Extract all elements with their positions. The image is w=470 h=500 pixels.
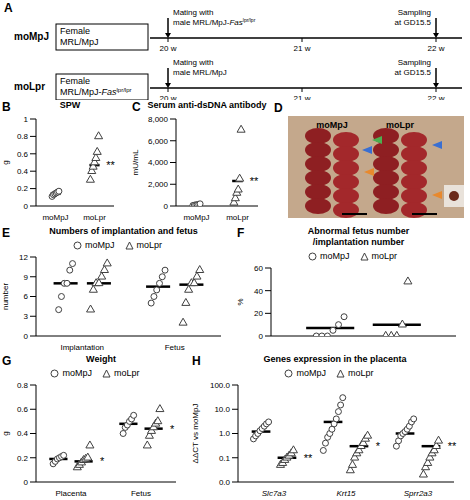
svg-text:MRL/MpJ-Faslpr/lpr: MRL/MpJ-Faslpr/lpr (60, 87, 132, 97)
svg-text:moMpJ: moMpJ (316, 120, 348, 130)
svg-text:Placenta: Placenta (55, 489, 87, 498)
html-text:Abnormal fetus number: Abnormal fetus number (307, 226, 410, 236)
svg-text:Mating with: Mating with (173, 58, 213, 67)
svg-text:9: 9 (24, 273, 29, 282)
svg-text:number: number (8, 283, 10, 310)
svg-text:0: 0 (164, 202, 169, 211)
html-text:H: H (192, 354, 201, 368)
svg-text:Female: Female (60, 26, 90, 36)
svg-text:male MRL/MpJ-Faslpr/lpr: male MRL/MpJ-Faslpr/lpr (173, 17, 256, 27)
svg-text:*: * (170, 423, 175, 435)
html-text:moMpJ: moMpJ (85, 240, 115, 250)
svg-text:0.4: 0.4 (17, 429, 29, 438)
svg-text:8,000: 8,000 (148, 115, 169, 124)
svg-text:D: D (274, 101, 283, 115)
svg-text:Implantation: Implantation (60, 343, 104, 352)
svg-text:at GD15.5: at GD15.5 (395, 68, 432, 77)
svg-text:Krt15: Krt15 (336, 489, 356, 498)
svg-text:**: ** (250, 175, 259, 187)
svg-text:0.0: 0.0 (219, 478, 231, 487)
svg-text:*: * (376, 440, 381, 452)
html-text:F: F (237, 226, 245, 240)
svg-text:moMpJ: moMpJ (14, 31, 49, 42)
svg-text:0: 0 (24, 478, 29, 487)
html-text:E: E (2, 226, 10, 240)
svg-text:0: 0 (24, 332, 29, 341)
svg-text:10.0: 10.0 (214, 405, 230, 414)
svg-text:**: ** (304, 452, 313, 464)
svg-text:male MRL/MpJ: male MRL/MpJ (173, 68, 227, 77)
svg-text:A: A (8, 1, 13, 15)
svg-text:g: g (8, 160, 10, 164)
svg-text:0.2: 0.2 (17, 454, 29, 463)
svg-text:20 w: 20 w (160, 94, 177, 100)
svg-text:0.8: 0.8 (17, 381, 29, 390)
html-text:/implantation number: /implantation number (312, 237, 405, 247)
svg-text:moLpr: moLpr (386, 120, 414, 130)
html-text:Weight: Weight (86, 354, 116, 364)
svg-text:Sampling: Sampling (398, 58, 431, 67)
svg-text:MRL/MpJ: MRL/MpJ (60, 37, 99, 47)
svg-text:1.0: 1.0 (219, 429, 231, 438)
svg-text:0.4: 0.4 (17, 167, 29, 176)
svg-text:60: 60 (254, 264, 263, 273)
svg-text:*: * (100, 455, 105, 467)
html-text:moLpr: moLpr (348, 368, 374, 378)
svg-text:21 w: 21 w (294, 44, 311, 53)
svg-text:100.0: 100.0 (210, 381, 231, 390)
html-text:G: G (2, 354, 12, 368)
html-text:Serum anti-dsDNA antibody: Serum anti-dsDNA antibody (147, 100, 267, 110)
svg-text:moLpr: moLpr (226, 213, 249, 222)
svg-text:0.8: 0.8 (17, 132, 29, 141)
html-text:moLpr: moLpr (136, 240, 162, 250)
svg-text:4,000: 4,000 (148, 158, 169, 167)
svg-text:0: 0 (259, 332, 264, 341)
svg-text:1: 1 (24, 115, 29, 124)
html-text:B: B (2, 100, 11, 114)
svg-text:0.6: 0.6 (17, 405, 29, 414)
svg-text:12: 12 (19, 253, 28, 262)
html-text:moMpJ: moMpJ (62, 368, 92, 378)
svg-text:moMpJ: moMpJ (183, 213, 209, 222)
html-text:SPW: SPW (59, 100, 81, 110)
svg-text:**: ** (448, 440, 457, 452)
svg-text:2,000: 2,000 (148, 180, 169, 189)
svg-text:Female: Female (60, 76, 90, 86)
svg-text:0.6: 0.6 (17, 150, 29, 159)
svg-text:g: g (8, 431, 10, 435)
svg-text:21 w: 21 w (294, 94, 311, 100)
svg-text:moLpr: moLpr (83, 213, 106, 222)
html-text:C: C (132, 100, 141, 114)
svg-text:Fetus: Fetus (165, 343, 185, 352)
svg-text:40: 40 (254, 287, 263, 296)
svg-text:moLpr: moLpr (14, 81, 45, 92)
html-text:Genes expression in the placen: Genes expression in the placenta (263, 354, 407, 364)
svg-text:%: % (236, 298, 245, 305)
svg-text:moMpJ: moMpJ (42, 213, 68, 222)
svg-text:22 w: 22 w (428, 44, 445, 53)
svg-text:0: 0 (24, 202, 29, 211)
svg-text:0.1: 0.1 (219, 454, 231, 463)
svg-text:0.2: 0.2 (17, 184, 29, 193)
svg-text:22 w: 22 w (428, 94, 445, 100)
svg-text:6: 6 (24, 292, 29, 301)
html-text:Numbers of implantation and fe: Numbers of implantation and fetus (49, 226, 198, 236)
svg-text:Mating with: Mating with (173, 8, 213, 17)
svg-text:20 w: 20 w (160, 44, 177, 53)
html-text:moLpr: moLpr (371, 251, 397, 261)
svg-text:Sampling: Sampling (398, 8, 431, 17)
html-text:moMpJ: moMpJ (320, 251, 350, 261)
svg-text:Slc7a3: Slc7a3 (262, 489, 287, 498)
svg-text:3: 3 (24, 312, 29, 321)
svg-text:Fetus: Fetus (131, 489, 151, 498)
html-text:moLpr: moLpr (114, 368, 140, 378)
svg-text:mU/mL: mU/mL (131, 149, 140, 175)
svg-text:6,000: 6,000 (148, 137, 169, 146)
svg-text:**: ** (106, 159, 115, 171)
svg-text:20: 20 (254, 309, 263, 318)
svg-text:Sprr2a3: Sprr2a3 (404, 489, 433, 498)
svg-text:ΔΔCT vs moMpJ: ΔΔCT vs moMpJ (191, 404, 200, 464)
html-text:moMpJ: moMpJ (296, 368, 326, 378)
svg-text:at GD15.5: at GD15.5 (395, 18, 432, 27)
